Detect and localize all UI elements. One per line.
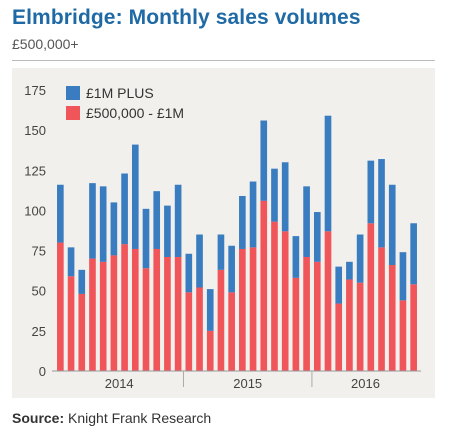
bar-segment-1m-plus [239,195,246,249]
y-tick-label: 0 [39,364,46,379]
bar-segment-500k-1m [78,293,86,371]
bar-segment-1m-plus [260,120,268,201]
bar-segment-500k-1m [388,265,396,371]
bar-segment-500k-1m [131,248,139,371]
chart-subtitle: £500,000+ [12,36,79,52]
bar-segment-1m-plus [110,202,118,256]
bar-segment-1m-plus [356,234,364,283]
bar-segment-1m-plus [388,184,396,266]
y-tick-label: 50 [32,284,46,299]
bar-segment-500k-1m [367,223,375,371]
bar-segment-1m-plus [378,159,385,248]
bar-segment-500k-1m [346,279,353,371]
legend: £1M PLUS £500,000 - £1M [66,85,184,121]
bar-segment-500k-1m [89,258,96,371]
bar-segment-1m-plus [153,191,161,249]
bar-segment-500k-1m [121,244,128,371]
bar-segment-1m-plus [89,183,96,259]
bars [57,115,417,371]
bar-segment-500k-1m [313,261,321,371]
bar-segment-500k-1m [57,242,64,371]
bar-segment-500k-1m [185,292,193,371]
y-tick-label: 125 [24,163,46,178]
bar-segment-500k-1m [196,287,203,371]
bar-segment-1m-plus [99,186,107,262]
bar-segment-1m-plus [335,266,343,304]
bar-segment-500k-1m [378,247,385,371]
bar-segment-500k-1m [249,247,257,371]
y-tick-label: 175 [24,83,46,98]
bar-segment-500k-1m [99,261,107,371]
bar-segment-1m-plus [346,261,353,280]
x-axis: 2014 2015 2016 [52,370,421,391]
bar-segment-1m-plus [313,212,321,262]
y-tick-label: 25 [32,324,46,339]
bar-segment-1m-plus [228,245,235,293]
legend-label: £500,000 - £1M [86,105,184,121]
source-label: Source: [12,410,65,426]
bar-segment-1m-plus [324,115,332,232]
bar-segment-500k-1m [239,248,246,371]
bar-segment-1m-plus [174,184,182,257]
bar-segment-500k-1m [142,268,150,371]
source-note: Source: Knight Frank Research [12,410,211,426]
bar-segment-500k-1m [228,292,235,371]
source-text: Knight Frank Research [68,410,212,426]
bar-segment-1m-plus [410,223,417,285]
bar-segment-1m-plus [281,162,289,232]
x-year-label: 2014 [105,376,134,391]
bar-segment-500k-1m [174,256,182,371]
bar-segment-1m-plus [292,236,300,278]
bar-segment-500k-1m [410,284,417,371]
y-tick-label: 75 [32,244,46,259]
bar-segment-1m-plus [185,253,193,293]
bar-segment-1m-plus [271,168,278,222]
chart-title: Elmbridge: Monthly sales volumes [12,6,361,29]
title-divider [12,60,435,61]
y-tick-label: 150 [24,123,46,138]
bar-segment-500k-1m [324,231,332,371]
bar-segment-500k-1m [164,256,171,371]
bar-segment-1m-plus [78,269,86,294]
bar-segment-500k-1m [260,200,268,371]
bar-segment-1m-plus [131,144,139,249]
legend-swatch [66,106,80,120]
bar-segment-500k-1m [356,282,364,371]
bar-segment-500k-1m [281,231,289,371]
bar-segment-1m-plus [142,208,150,269]
bar-segment-1m-plus [57,184,64,243]
bar-segment-1m-plus [196,234,203,288]
bar-segment-1m-plus [206,289,214,331]
bar-segment-1m-plus [249,181,257,248]
bar-segment-500k-1m [335,303,343,371]
bar-segment-500k-1m [292,277,300,371]
x-year-label: 2015 [233,376,262,391]
bar-segment-500k-1m [110,255,118,371]
bar-segment-500k-1m [67,276,75,371]
bar-segment-500k-1m [206,330,214,371]
bar-segment-1m-plus [67,247,75,277]
y-tick-label: 100 [24,203,46,218]
bar-segment-500k-1m [217,269,225,371]
bar-segment-1m-plus [121,173,128,245]
y-axis: 0 25 50 75 100 125 150 175 [24,83,46,379]
legend-label: £1M PLUS [86,85,154,101]
bar-segment-1m-plus [217,234,225,270]
bar-segment-500k-1m [271,221,278,371]
x-year-label: 2016 [351,376,380,391]
bar-segment-500k-1m [399,300,407,371]
bar-segment-1m-plus [303,186,310,257]
bar-segment-1m-plus [399,252,407,301]
bar-segment-500k-1m [303,256,310,371]
bar-segment-1m-plus [367,160,375,224]
legend-swatch [66,86,80,100]
bar-segment-1m-plus [164,205,171,257]
bar-segment-500k-1m [153,248,161,371]
